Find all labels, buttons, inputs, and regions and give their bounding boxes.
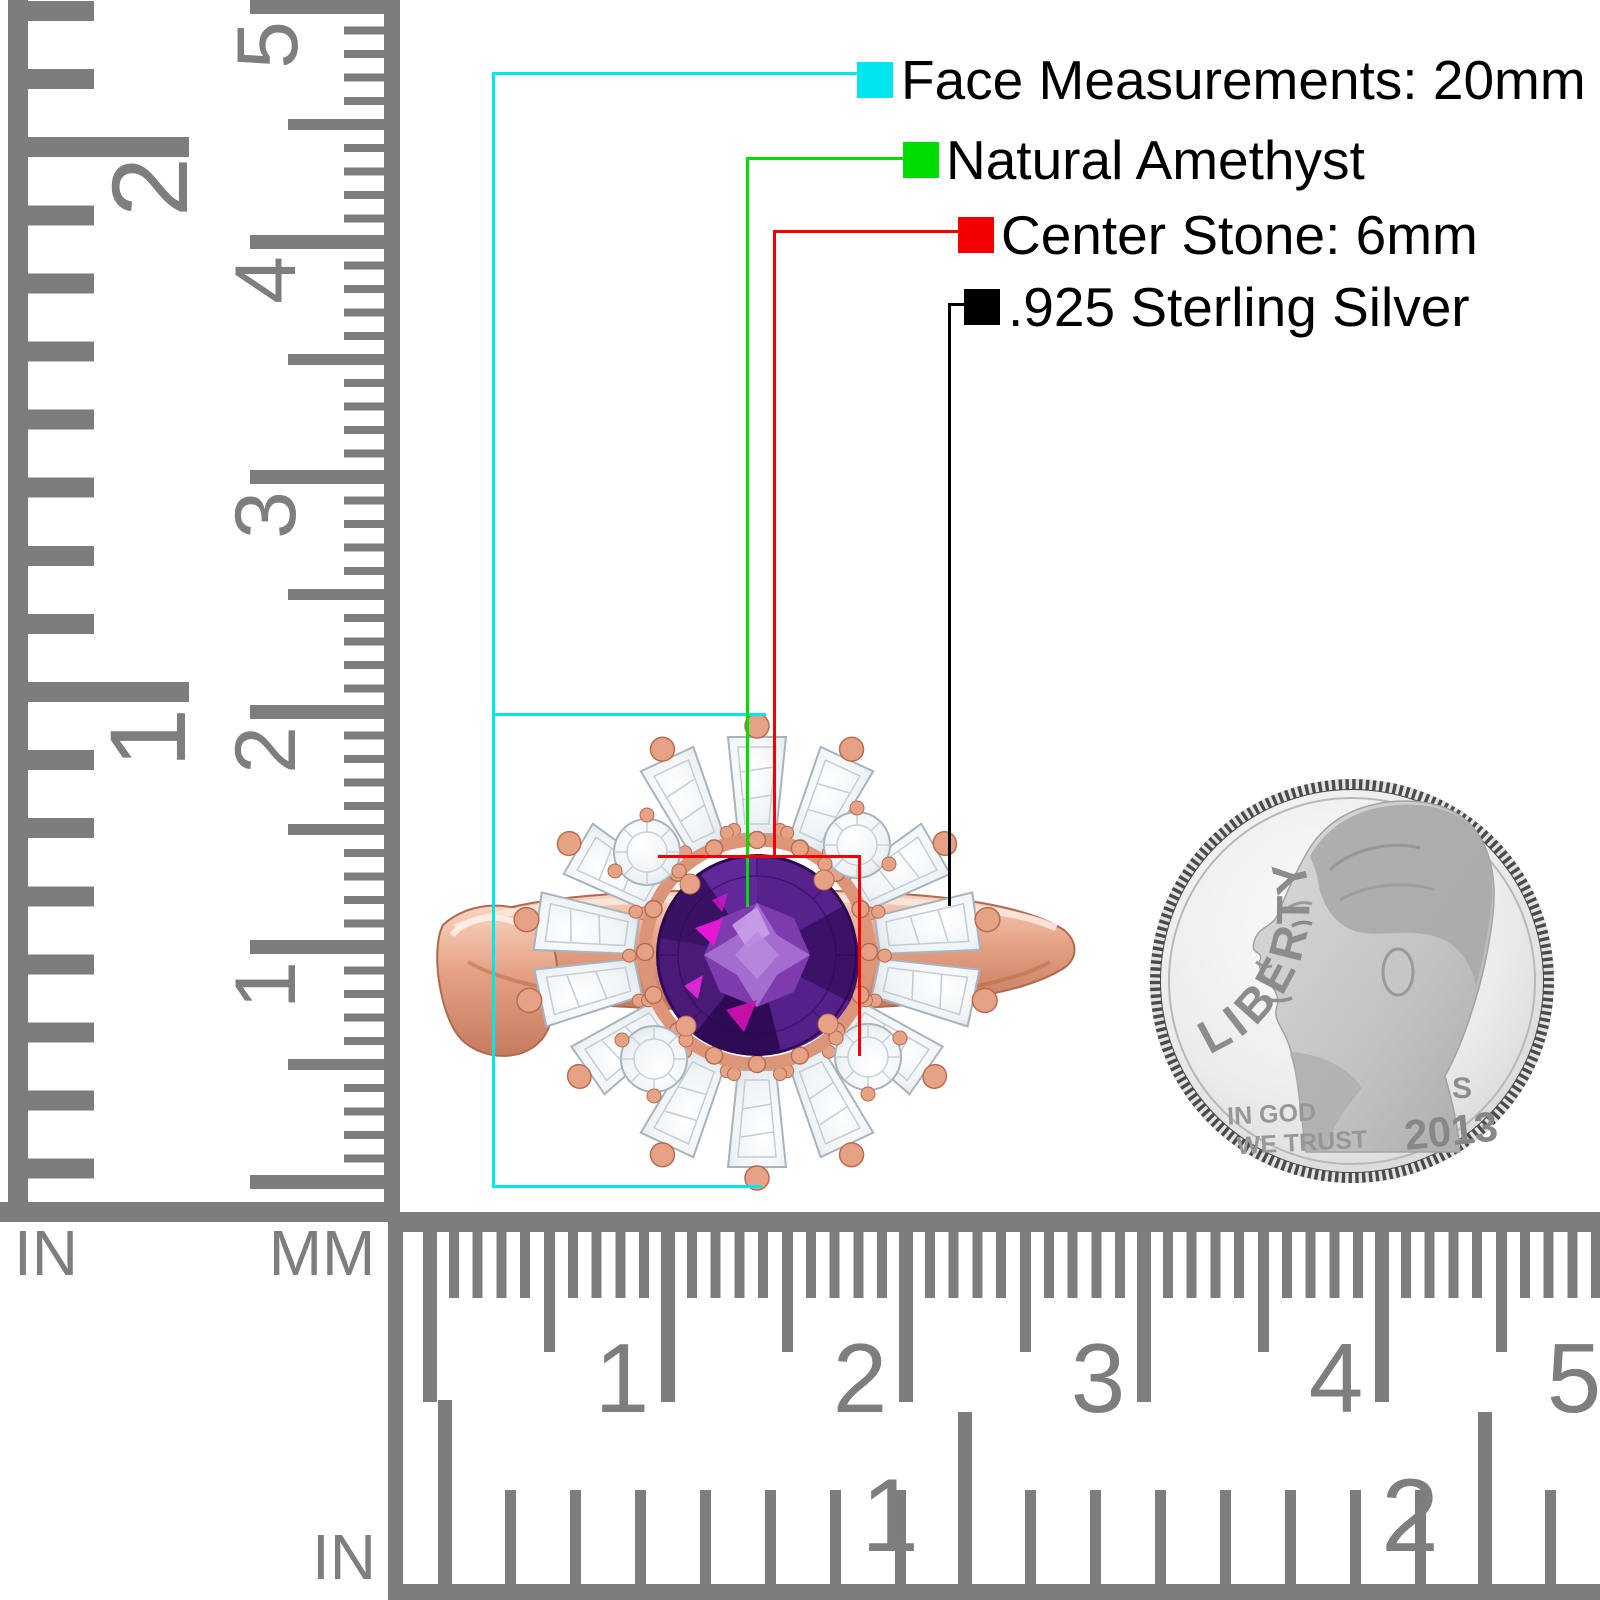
ruler-number-mm-4: 4 — [218, 256, 314, 304]
bottom-mm-number-2: 2 — [832, 1323, 888, 1433]
natural-amethyst-swatch — [903, 142, 939, 178]
ruler-number-mm-3: 3 — [218, 491, 314, 539]
sterling-silver-swatch — [964, 289, 1000, 325]
face-measurements-label: Face Measurements: 20mm — [901, 49, 1586, 111]
bottom-mm-number-1: 1 — [594, 1323, 650, 1433]
ruler-number-in-1: 1 — [87, 707, 208, 769]
bottom-ruler-bottom-bar — [388, 1584, 1600, 1600]
ruler-number-mm-1: 1 — [218, 961, 314, 1009]
bottom-ruler-top-bar — [388, 1212, 1600, 1232]
coin-mint-mark: S — [1452, 1072, 1472, 1105]
amethyst-pointer-line — [746, 157, 749, 907]
dime-coin: LIBERTY IN GOD WE TRUST S 2013 — [1150, 779, 1554, 1183]
bottom-in-number-1: 1 — [861, 1458, 919, 1574]
center-stone-prongs — [675, 869, 839, 1037]
bottom-ruler-cm-ticks — [423, 1232, 1600, 1402]
bottom-ruler-inch-zero-tick — [438, 1400, 452, 1584]
ruler-number-mm-5: 5 — [220, 21, 316, 69]
face-measure-connector-line — [492, 72, 857, 75]
center-stone-swatch — [958, 217, 994, 253]
bottom-ruler-left-spine — [388, 1212, 403, 1600]
center-stone-connector-line — [773, 230, 958, 233]
vertical-ruler-bottom-bar — [0, 1202, 400, 1222]
vertical-ruler-cm-ticks — [250, 0, 400, 1196]
bottom-in-number-2: 2 — [1381, 1458, 1439, 1574]
silver-pointer-line — [948, 303, 951, 906]
face-measure-vertical-line — [492, 72, 495, 1188]
bottom-mm-number-5: 5 — [1546, 1323, 1600, 1433]
vertical-ruler-inch-unit-label: IN — [14, 1217, 78, 1289]
center-stone-bracket-v — [858, 855, 861, 1056]
center-stone-vertical-line — [773, 230, 776, 858]
ruler-number-in-2: 2 — [89, 156, 210, 218]
vertical-ruler: 2 1 5 4 3 2 1 IN MM — [0, 0, 400, 1290]
roosevelt-portrait — [1252, 800, 1495, 1153]
bottom-mm-number-3: 3 — [1070, 1323, 1126, 1433]
center-stone-label: Center Stone: 6mm — [1001, 204, 1478, 266]
bottom-mm-number-4: 4 — [1308, 1323, 1364, 1433]
amethyst-center-stone — [656, 854, 860, 1056]
ruler-number-mm-2: 2 — [218, 726, 314, 774]
ring-photo — [436, 713, 1076, 1191]
coin-year: 2013 — [1402, 1102, 1500, 1159]
amethyst-connector-line — [746, 157, 903, 160]
vertical-ruler-left-spine — [8, 0, 28, 1222]
face-measure-bottom-bracket — [492, 1185, 762, 1188]
vertical-ruler-mm-unit-label: MM — [268, 1217, 376, 1289]
natural-amethyst-label: Natural Amethyst — [946, 129, 1365, 191]
coin-motto-line1: IN GOD — [1227, 1098, 1317, 1131]
sterling-silver-label: .925 Sterling Silver — [1008, 276, 1470, 338]
vertical-ruler-inch-major-ticks — [28, 0, 189, 1200]
silver-connector-line — [948, 303, 964, 306]
center-stone-bracket-h — [658, 855, 861, 858]
face-measurements-swatch — [857, 62, 893, 98]
coin-motto-line2: WE TRUST — [1236, 1125, 1368, 1160]
coin-reeding — [1150, 779, 1554, 1183]
bottom-ruler-inch-unit-label: IN — [312, 1521, 376, 1593]
bottom-ruler-inch-major-ticks — [958, 1412, 1600, 1584]
face-measure-top-bracket — [492, 713, 766, 716]
